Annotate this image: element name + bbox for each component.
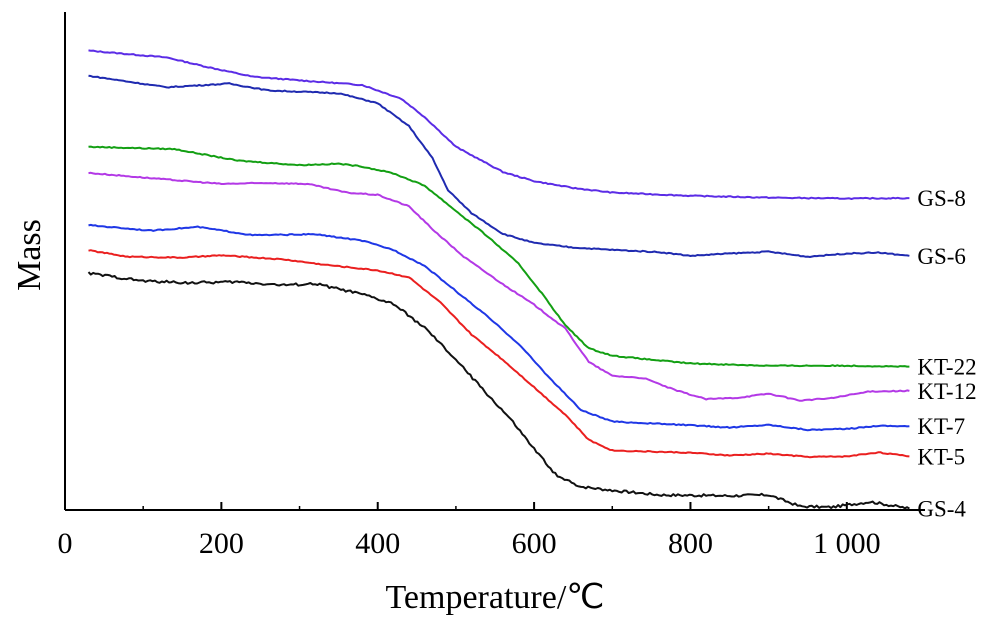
series-line-gs-8 bbox=[88, 49, 910, 200]
series-line-kt-7 bbox=[88, 223, 910, 432]
series-line-kt-5 bbox=[88, 249, 910, 459]
x-tick-label: 200 bbox=[199, 527, 244, 560]
series-line-gs-6 bbox=[88, 74, 910, 258]
x-tick-label: 1 000 bbox=[813, 527, 881, 560]
y-axis-title: Mass bbox=[11, 219, 48, 291]
series-line-kt-12 bbox=[88, 171, 910, 402]
x-tick-label: 400 bbox=[355, 527, 400, 560]
x-tick-label: 600 bbox=[512, 527, 557, 560]
series-label-kt-12: KT-12 bbox=[917, 379, 976, 404]
series-group bbox=[87, 49, 910, 510]
series-label-gs-6: GS-6 bbox=[917, 244, 966, 269]
series-label-gs-8: GS-8 bbox=[917, 186, 966, 211]
series-line-gs-4 bbox=[87, 271, 910, 510]
x-axis-title: Temperature/℃ bbox=[386, 579, 605, 616]
x-tick-label: 800 bbox=[668, 527, 713, 560]
series-label-kt-7: KT-7 bbox=[917, 414, 965, 439]
series-label-kt-5: KT-5 bbox=[917, 444, 965, 469]
series-line-kt-22 bbox=[88, 145, 910, 368]
series-label-gs-4: GS-4 bbox=[917, 497, 966, 522]
series-label-kt-22: KT-22 bbox=[917, 355, 976, 380]
x-tick-label: 0 bbox=[58, 527, 73, 560]
axes: 0 200 400 600 800 1 000 bbox=[58, 12, 925, 560]
